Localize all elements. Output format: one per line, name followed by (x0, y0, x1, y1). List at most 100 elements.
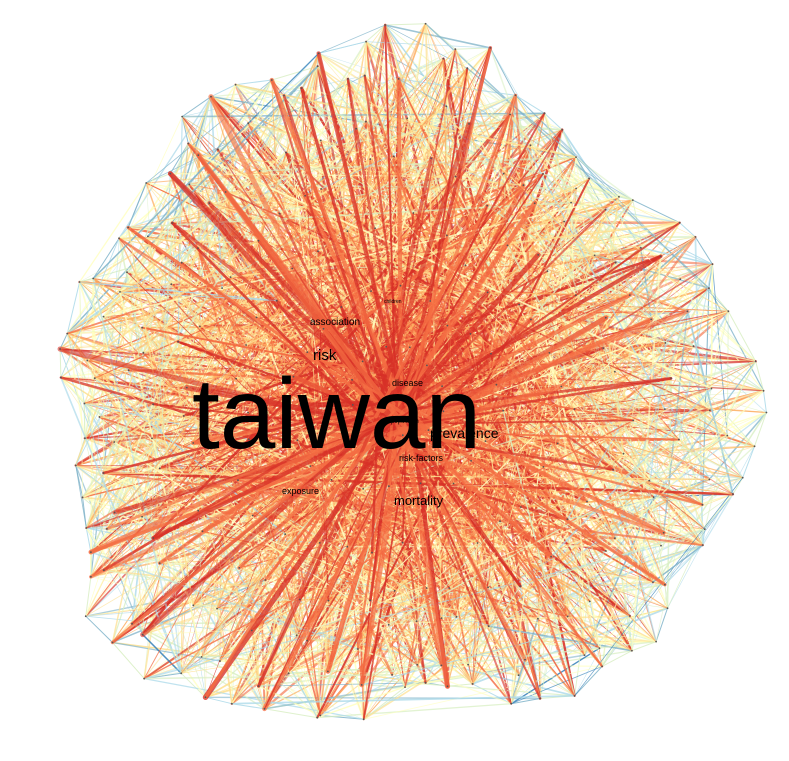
network-node (486, 204, 489, 207)
network-edge (278, 212, 383, 427)
network-node (424, 681, 427, 684)
network-edge (235, 251, 319, 379)
network-edge (188, 48, 456, 185)
network-node (287, 672, 290, 675)
network-node (299, 598, 301, 601)
network-node (66, 332, 69, 335)
network-node (486, 291, 489, 294)
network-edge (376, 121, 472, 407)
network-edge (537, 615, 631, 620)
network-node (415, 620, 418, 623)
network-edge (370, 428, 379, 554)
network-node (604, 208, 607, 211)
network-edge (316, 703, 512, 719)
network-node (292, 375, 295, 378)
network-edge (365, 41, 596, 257)
network-edge (399, 427, 704, 506)
network-node (355, 429, 357, 432)
network-edge (374, 435, 666, 535)
network-edge (410, 436, 615, 471)
network-edge (197, 510, 206, 698)
network-edge (180, 618, 539, 674)
network-node (588, 177, 590, 180)
network-edge (258, 156, 577, 172)
network-node (158, 467, 161, 470)
network-node (664, 583, 666, 586)
network-node (484, 440, 487, 442)
network-edge (234, 83, 577, 158)
network-node (517, 674, 520, 677)
network-node (412, 212, 415, 214)
network-node (650, 318, 653, 321)
network-node (397, 78, 400, 80)
network-node (237, 479, 239, 482)
network-edge (92, 122, 250, 280)
network-edge (92, 277, 183, 675)
network-node (612, 468, 614, 471)
network-edge (365, 41, 522, 508)
network-edge (296, 634, 418, 666)
network-node (542, 173, 544, 175)
network-node (199, 325, 201, 328)
network-edge (105, 412, 399, 531)
network-node (429, 300, 432, 302)
network-edge (382, 399, 667, 587)
network-node (692, 345, 695, 348)
keyword-label-taiwan: taiwan (192, 358, 481, 470)
network-node (295, 634, 298, 637)
network-node (560, 385, 563, 388)
network-node (468, 123, 470, 125)
network-edge (251, 360, 756, 631)
network-edge (159, 410, 379, 470)
network-node (437, 533, 439, 535)
network-edge (152, 403, 379, 431)
network-edge (111, 641, 221, 662)
network-edge (489, 47, 616, 263)
network-edge (598, 439, 680, 649)
network-node (754, 360, 757, 363)
network-node (502, 409, 505, 412)
network-node (113, 441, 116, 443)
network-node (542, 466, 545, 468)
network-node (659, 255, 662, 258)
network-edge (631, 388, 712, 651)
network-edge (59, 348, 62, 378)
network-edge (78, 182, 147, 283)
network-node (371, 551, 373, 554)
network-node (204, 696, 207, 699)
network-node (570, 201, 572, 204)
network-edge (142, 351, 451, 589)
network-node (355, 127, 358, 130)
network-node (466, 67, 469, 70)
network-node (708, 478, 711, 481)
network-node (85, 527, 88, 529)
network-node (197, 509, 200, 512)
network-edge (177, 341, 266, 710)
network-edge (381, 289, 491, 433)
network-node (426, 364, 428, 367)
network-edge (755, 360, 764, 392)
network-edge (85, 41, 367, 617)
keyword-label-association: association (310, 317, 360, 328)
network-edge (127, 182, 147, 229)
network-node (387, 623, 390, 626)
network-node (446, 234, 448, 237)
network-edge (365, 41, 491, 49)
network-node (322, 327, 325, 330)
network-edge (305, 423, 402, 642)
network-node (320, 188, 323, 190)
network-node (524, 658, 526, 661)
network-edge (88, 414, 397, 555)
network-node (181, 115, 184, 118)
network-edge (384, 23, 427, 26)
network-node (753, 445, 756, 448)
network-edge (387, 293, 632, 419)
network-edge (467, 664, 541, 699)
network-node (346, 545, 349, 548)
network-node (583, 654, 586, 656)
network-node (257, 239, 260, 242)
network-node (708, 409, 711, 412)
network-node (408, 346, 411, 349)
network-node (188, 183, 191, 186)
network-edge (66, 281, 81, 335)
